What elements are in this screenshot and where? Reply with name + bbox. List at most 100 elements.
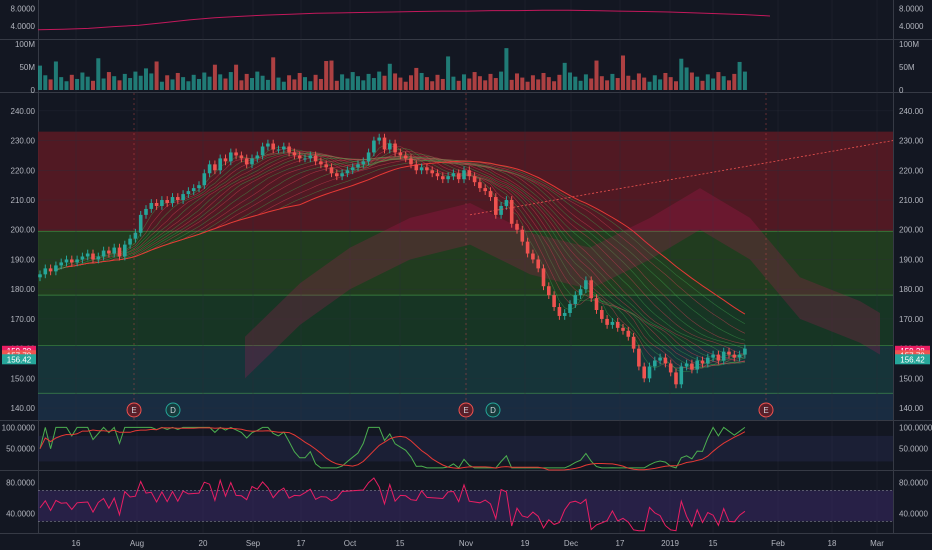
candle — [589, 280, 593, 299]
volume-bar — [324, 61, 329, 90]
candle — [700, 360, 705, 364]
price-tick-label-right: 170.00 — [899, 315, 924, 324]
top-tick-label-left: 4.0000 — [11, 22, 36, 31]
candle — [75, 259, 79, 263]
candle — [605, 318, 609, 325]
volume-bar — [159, 81, 164, 90]
volume-bar — [366, 73, 371, 90]
candle — [504, 200, 509, 206]
price-tick-label-left: 140.00 — [11, 404, 36, 413]
candle — [308, 155, 313, 159]
price-tick-label-left: 150.00 — [11, 374, 36, 383]
volume-bar — [562, 62, 567, 90]
candle — [350, 167, 355, 171]
candle — [621, 327, 625, 331]
candle — [525, 241, 530, 254]
volume-bar — [610, 73, 615, 90]
candle — [478, 182, 482, 189]
candle — [96, 256, 101, 260]
price-tick-label-left: 170.00 — [11, 315, 36, 324]
volume-bar — [546, 77, 551, 90]
volume-bar — [350, 72, 355, 90]
candle — [287, 146, 291, 153]
price-zone — [38, 231, 893, 296]
price-tick-label-left: 230.00 — [11, 137, 36, 146]
volume-bar — [53, 61, 58, 90]
candle — [658, 357, 662, 361]
candle — [149, 202, 154, 209]
volume-bar — [430, 81, 435, 90]
volume-bar — [520, 77, 525, 90]
candle — [229, 152, 233, 162]
volume-bar — [218, 74, 223, 90]
candle — [144, 208, 148, 215]
price-tick-label-right: 150.00 — [899, 374, 924, 383]
candle — [403, 155, 408, 159]
candle — [600, 310, 604, 319]
x-tick-label: 20 — [199, 539, 208, 548]
candle — [594, 298, 599, 311]
candle — [59, 262, 63, 266]
volume-bar — [112, 76, 117, 90]
volume-bar — [106, 72, 111, 90]
volume-bar — [689, 72, 694, 90]
volume-bar — [202, 72, 207, 90]
price-label: 156.42 — [7, 355, 32, 364]
volume-bar — [308, 81, 313, 90]
candle — [663, 357, 668, 364]
candle — [382, 137, 387, 150]
volume-bar — [101, 78, 106, 90]
volume-bar — [462, 74, 466, 90]
candle — [467, 170, 472, 177]
volume-bar — [165, 75, 170, 90]
candle — [626, 330, 631, 337]
candle — [494, 197, 498, 215]
trend-line — [469, 140, 894, 216]
volume-bar — [393, 73, 398, 90]
volume-bar — [499, 71, 504, 90]
volume-bar — [281, 81, 286, 90]
candle — [85, 253, 90, 257]
x-tick-label: 2019 — [661, 539, 679, 548]
volume-bar — [276, 77, 281, 90]
candle — [695, 360, 699, 370]
volume-bar — [318, 78, 323, 90]
candle — [743, 348, 747, 355]
candle — [186, 191, 191, 195]
event-label: D — [170, 406, 176, 415]
x-tick-label: Feb — [771, 539, 785, 548]
volume-bar — [695, 76, 700, 90]
volume-bar — [287, 75, 292, 90]
price-label-box — [895, 354, 930, 365]
candle — [409, 158, 413, 165]
volume-bar — [144, 68, 148, 90]
volume-bar — [573, 76, 578, 90]
candle — [451, 173, 456, 177]
candle — [441, 176, 445, 180]
price-tick-label-right: 200.00 — [899, 226, 924, 235]
ma-long-line — [66, 160, 746, 315]
osc1-signal-line — [39, 427, 746, 471]
volume-bar — [642, 77, 647, 90]
volume-bar — [117, 80, 122, 90]
candle — [568, 304, 572, 313]
volume-bar — [64, 81, 69, 90]
volume-bar — [504, 48, 509, 90]
candle — [223, 158, 228, 162]
candle — [160, 200, 164, 206]
volume-bar — [297, 72, 302, 90]
candle — [419, 167, 424, 171]
candle — [266, 143, 270, 147]
volume-bar — [530, 75, 535, 90]
pane-top — [38, 0, 893, 39]
candle — [112, 247, 116, 254]
candle — [329, 167, 334, 174]
candle — [414, 164, 419, 171]
volume-bar — [377, 71, 382, 90]
candle — [335, 173, 339, 177]
volume-bar — [398, 77, 403, 90]
volume-bar — [472, 72, 477, 90]
x-tick-label: 15 — [396, 539, 405, 548]
volume-bar — [631, 79, 636, 90]
candle — [117, 247, 122, 257]
